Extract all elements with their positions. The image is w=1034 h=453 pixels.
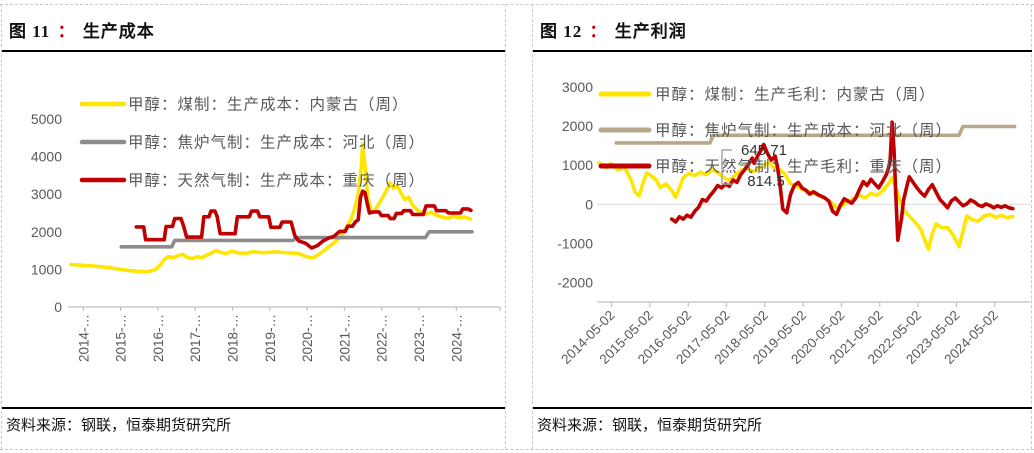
panel-production-cost: 图 11 ： 生产成本 2014-… 2015-… 2016-… 2017-… 2018… bbox=[2, 4, 505, 450]
bottom-dashed-border bbox=[0, 449, 1034, 450]
x-axis-label: 2018-… bbox=[226, 314, 241, 362]
x-axis-label: 2024-… bbox=[449, 314, 464, 362]
x-axis-label: 2020-… bbox=[300, 314, 315, 362]
x-axis-label: 2023-… bbox=[412, 314, 427, 362]
y-axis-label: 4000 bbox=[31, 149, 62, 165]
legend-label: 甲醇：焦炉气制：生产成本：河北（周） bbox=[655, 122, 952, 140]
figure-title: 图 11 ： 生产成本 bbox=[9, 17, 155, 42]
y-axis-label: 3000 bbox=[562, 79, 593, 95]
series-line bbox=[669, 120, 1015, 242]
y-axis-label: 1000 bbox=[562, 157, 593, 173]
top-dashed-border bbox=[0, 4, 1034, 5]
series-line bbox=[69, 142, 473, 274]
x-axis-label: 2015-… bbox=[114, 314, 129, 362]
data-label: 814.5 bbox=[747, 173, 785, 190]
source-text: 资料来源：钢联，恒泰期货研究所 bbox=[537, 418, 763, 434]
y-axis-label: -2000 bbox=[557, 274, 593, 290]
profit-line-chart: 2014-05-022015-05-022016-05-022017-05-02… bbox=[557, 79, 1030, 367]
y-axis-label: 2000 bbox=[31, 224, 62, 240]
legend-label: 甲醇：天然气制：生产毛利：重庆（周） bbox=[655, 158, 952, 176]
series-line bbox=[119, 230, 474, 249]
right-dashed-border bbox=[1031, 4, 1032, 449]
gutter-right-dashed-border bbox=[532, 4, 533, 449]
data-label: 645.71 bbox=[741, 142, 787, 159]
source-text: 资料来源：钢联，恒泰期货研究所 bbox=[6, 418, 232, 434]
left-dashed-border bbox=[1, 4, 2, 449]
y-axis-label: 1000 bbox=[31, 261, 62, 277]
figure-title: 图 12 ： 生产利润 bbox=[540, 17, 687, 42]
title-rule bbox=[2, 50, 505, 52]
x-axis-label: 2016-… bbox=[151, 314, 166, 362]
x-axis-label: 2022-… bbox=[375, 314, 390, 362]
callout-bracket bbox=[721, 149, 732, 185]
cost-line-chart: 2014-… 2015-… 2016-… 2017-… 2018-… 2019-… 2020… bbox=[31, 96, 501, 362]
y-axis-label: 0 bbox=[54, 299, 62, 315]
figure-number: 图 11 bbox=[9, 22, 51, 41]
panel-production-profit: 图 12 ： 生产利润 2014-05-02 2015-05-02 2016-05-… bbox=[533, 4, 1032, 450]
source-rule bbox=[2, 407, 505, 409]
gutter-left-dashed-border bbox=[505, 4, 506, 449]
x-axis-label: 2021-… bbox=[337, 314, 352, 362]
y-axis-label: 0 bbox=[585, 196, 593, 212]
y-axis-label: 2000 bbox=[562, 118, 593, 134]
legend-label: 甲醇：煤制：生产成本：内蒙古（周） bbox=[128, 96, 409, 114]
y-axis-label: 5000 bbox=[31, 111, 62, 127]
legend-label: 甲醇：煤制：生产毛利：内蒙古（周） bbox=[655, 86, 936, 104]
x-axis-label: 2014-… bbox=[76, 314, 91, 362]
legend-label: 甲醇：天然气制：生产成本：重庆（周） bbox=[128, 172, 425, 190]
source-rule bbox=[533, 407, 1032, 409]
x-axis-label: 2017-… bbox=[188, 314, 203, 362]
legend-label: 甲醇：焦炉气制：生产成本：河北（周） bbox=[128, 134, 425, 152]
title-rule bbox=[533, 50, 1032, 52]
y-axis-label: -1000 bbox=[557, 235, 593, 251]
figure-number: 图 12 bbox=[540, 22, 583, 41]
x-axis-label: 2019-… bbox=[263, 314, 278, 362]
title-colon: ： bbox=[57, 22, 76, 41]
title-colon: ： bbox=[589, 22, 608, 41]
figure-title-text: 生产成本 bbox=[82, 22, 155, 41]
y-axis-label: 3000 bbox=[31, 186, 62, 202]
series-line bbox=[614, 124, 1017, 145]
series-line bbox=[134, 189, 473, 250]
figure-title-text: 生产利润 bbox=[614, 22, 687, 41]
